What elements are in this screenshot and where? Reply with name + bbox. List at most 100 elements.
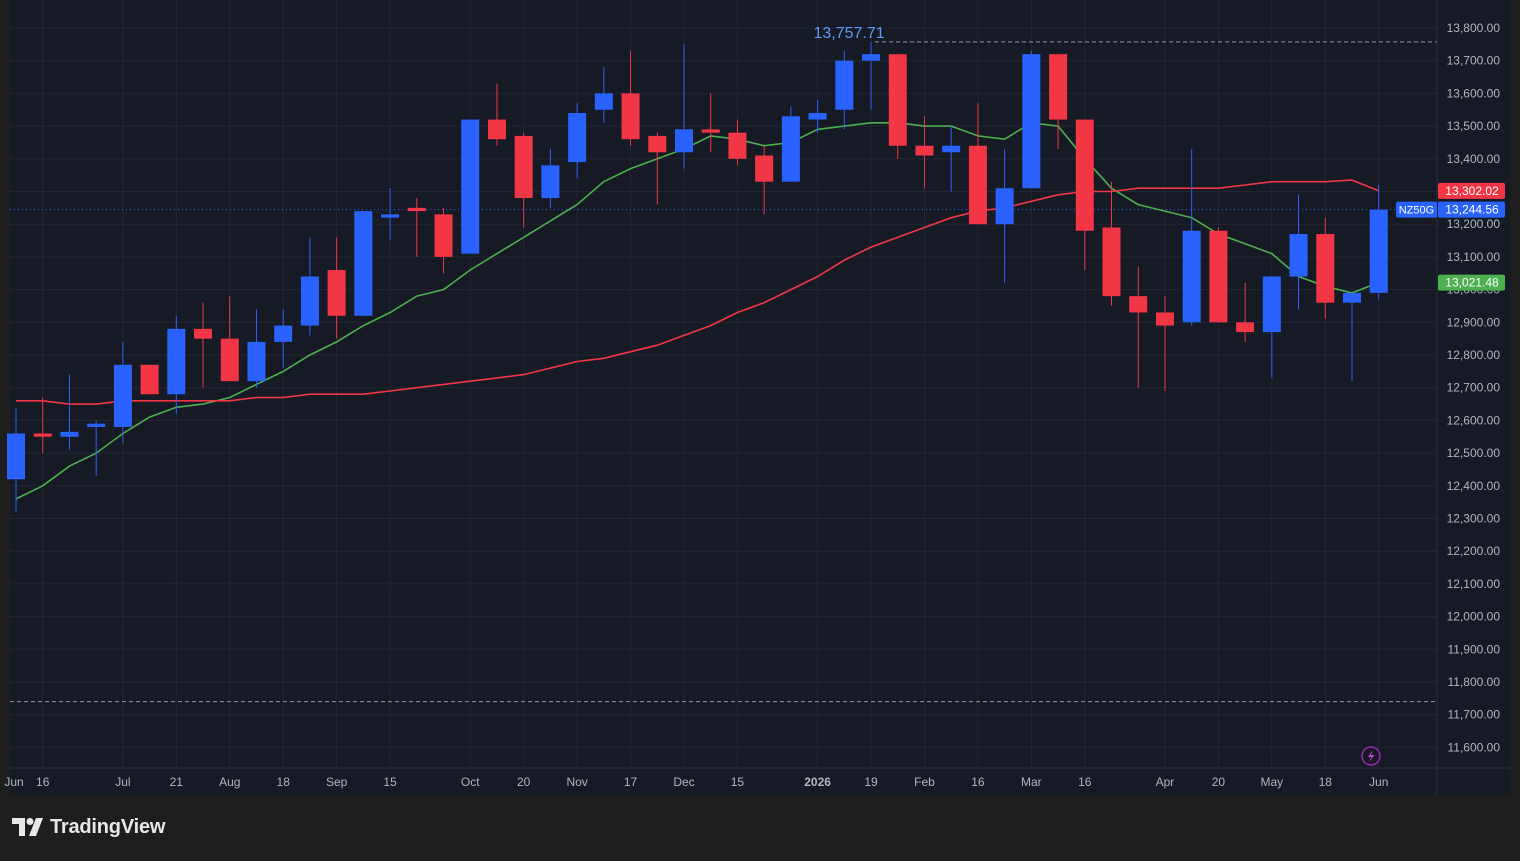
candle-body[interactable] (381, 214, 400, 218)
candle[interactable] (888, 54, 907, 159)
candle-body[interactable] (1049, 54, 1068, 120)
candle[interactable] (621, 50, 640, 146)
candle-body[interactable] (514, 135, 533, 199)
candle[interactable] (407, 198, 426, 257)
candle-body[interactable] (487, 119, 506, 140)
candle[interactable] (487, 83, 506, 146)
candle-body[interactable] (300, 276, 319, 326)
candle-body[interactable] (541, 165, 560, 199)
candle[interactable] (434, 207, 453, 274)
candle[interactable] (541, 148, 560, 208)
candle-body[interactable] (621, 93, 640, 140)
candle[interactable] (1289, 194, 1308, 310)
candles[interactable] (7, 41, 1388, 512)
candle[interactable] (594, 67, 613, 123)
candle-body[interactable] (1289, 234, 1308, 277)
candle-body[interactable] (1102, 227, 1121, 297)
candle-body[interactable] (7, 433, 25, 480)
candle-body[interactable] (781, 116, 800, 182)
candle-body[interactable] (1022, 54, 1041, 189)
candle[interactable] (835, 50, 854, 130)
candle-body[interactable] (113, 364, 132, 427)
candle[interactable] (1102, 181, 1121, 306)
candle[interactable] (220, 296, 239, 382)
candle[interactable] (1155, 296, 1174, 391)
candle[interactable] (915, 116, 934, 189)
lightning-icon[interactable] (1361, 746, 1381, 766)
candle-body[interactable] (728, 132, 747, 159)
candle-body[interactable] (1209, 230, 1228, 323)
candle[interactable] (274, 309, 293, 369)
candle-body[interactable] (140, 364, 159, 395)
candle-body[interactable] (862, 54, 881, 61)
candle[interactable] (1049, 54, 1068, 149)
candle[interactable] (381, 188, 400, 241)
candle[interactable] (568, 103, 587, 179)
candle-body[interactable] (835, 60, 854, 110)
candle-body[interactable] (1182, 230, 1201, 323)
candle-body[interactable] (648, 135, 667, 153)
candle[interactable] (1209, 227, 1228, 323)
candle-body[interactable] (1262, 276, 1281, 333)
candle-body[interactable] (995, 188, 1014, 225)
candle[interactable] (300, 237, 319, 336)
candle-body[interactable] (220, 338, 239, 382)
candle[interactable] (327, 237, 346, 339)
candle[interactable] (514, 132, 533, 228)
candle[interactable] (1236, 283, 1255, 342)
candle[interactable] (194, 302, 213, 388)
candle-body[interactable] (354, 211, 373, 316)
candle-body[interactable] (194, 328, 213, 339)
candle-body[interactable] (33, 433, 52, 437)
candle-body[interactable] (942, 145, 961, 153)
candle[interactable] (1075, 119, 1094, 270)
candle-body[interactable] (1129, 296, 1148, 313)
candle[interactable] (808, 99, 827, 133)
candle-body[interactable] (1155, 312, 1174, 326)
candle-body[interactable] (675, 129, 693, 153)
candle[interactable] (1022, 50, 1041, 189)
candle[interactable] (1182, 148, 1201, 326)
candle[interactable] (728, 119, 747, 166)
candle[interactable] (675, 44, 693, 169)
candle[interactable] (942, 126, 961, 192)
candle[interactable] (1262, 276, 1281, 378)
candle-body[interactable] (1236, 322, 1255, 333)
candle[interactable] (167, 315, 186, 414)
candle[interactable] (140, 364, 159, 395)
candle[interactable] (247, 309, 266, 388)
candle-body[interactable] (87, 423, 106, 427)
candle[interactable] (968, 103, 987, 225)
candle-body[interactable] (594, 93, 613, 110)
candle-body[interactable] (60, 431, 79, 437)
candle-body[interactable] (1316, 234, 1335, 303)
candle[interactable] (1369, 184, 1388, 300)
candle[interactable] (701, 93, 720, 153)
candle[interactable] (1343, 292, 1361, 382)
tradingview-logo[interactable]: TradingView (12, 812, 165, 842)
candle-body[interactable] (167, 328, 186, 395)
candle-body[interactable] (1075, 119, 1094, 231)
candle-body[interactable] (808, 113, 827, 120)
candle-body[interactable] (701, 129, 720, 133)
candle[interactable] (60, 374, 79, 450)
candle[interactable] (781, 106, 800, 182)
candle-body[interactable] (755, 155, 774, 182)
candle-body[interactable] (247, 341, 266, 382)
candle[interactable] (461, 119, 480, 254)
candle[interactable] (862, 41, 881, 110)
candle[interactable] (1316, 217, 1335, 320)
candle[interactable] (33, 397, 52, 454)
candle-body[interactable] (274, 325, 293, 342)
candle[interactable] (7, 407, 25, 512)
candle[interactable] (87, 420, 106, 476)
candle-body[interactable] (327, 269, 346, 316)
candle-body[interactable] (1369, 209, 1388, 293)
candle-body[interactable] (888, 54, 907, 146)
candle-body[interactable] (461, 119, 480, 254)
candle[interactable] (1129, 266, 1148, 388)
candle[interactable] (354, 211, 373, 316)
candle-body[interactable] (568, 113, 587, 163)
